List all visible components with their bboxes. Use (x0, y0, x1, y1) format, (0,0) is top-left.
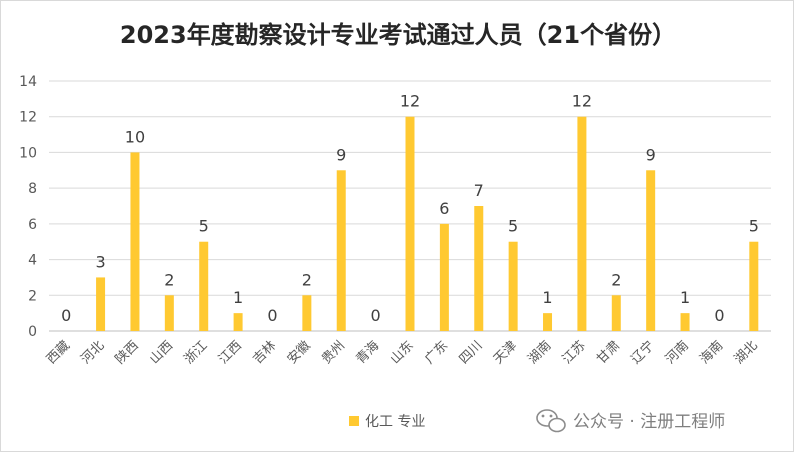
y-tick-label: 2 (28, 288, 37, 304)
x-category-label: 山东 (388, 338, 417, 367)
bar-17 (611, 295, 621, 331)
bar-2 (96, 277, 106, 331)
watermark: 公众号 · 注册工程师 (536, 409, 725, 433)
x-category-label: 山西 (147, 338, 176, 367)
x-category-label: 海南 (697, 338, 727, 368)
data-label: 2 (164, 270, 174, 289)
data-label: 0 (267, 306, 277, 325)
watermark-text: 公众号 · 注册工程师 (573, 412, 725, 432)
chart-title: 2023年度勘察设计专业考试通过人员（21个省份） (119, 21, 677, 49)
x-category-label: 青海 (353, 338, 382, 367)
x-axis-categories: 西藏 河北 陕西 山西 浙江 江西 吉林 安徽 贵州 青海 山东 广东 四川 天津 湖南 江苏 甘肃 辽宁 河南 海南… (44, 338, 761, 368)
bar-9 (336, 170, 346, 331)
bar-3 (130, 152, 140, 331)
x-category-label: 湖北 (732, 338, 761, 367)
x-category-label: 陕西 (113, 338, 142, 367)
x-category-label: 江苏 (559, 338, 589, 368)
data-label: 12 (572, 92, 592, 111)
data-label: 1 (680, 288, 690, 307)
x-category-label: 贵州 (319, 338, 348, 367)
x-category-label: 湖南 (525, 338, 555, 368)
x-category-label: 西藏 (44, 338, 73, 367)
legend: 化工 专业 (349, 414, 425, 430)
data-label: 5 (199, 217, 209, 236)
x-category-label: 广东 (422, 338, 451, 367)
bar-11 (405, 116, 415, 331)
data-label: 9 (646, 145, 656, 164)
bar-15 (543, 313, 553, 331)
bar-19 (680, 313, 690, 331)
y-tick-label: 10 (19, 145, 37, 161)
legend-swatch (349, 416, 359, 426)
wechat-icon (536, 409, 566, 433)
x-category-label: 河南 (662, 338, 692, 368)
y-tick-label: 4 (28, 253, 37, 269)
legend-label: 化工 专业 (365, 414, 425, 430)
bar-12 (439, 223, 449, 331)
y-tick-label: 8 (28, 181, 37, 197)
bar-6 (233, 313, 243, 331)
data-label: 2 (611, 270, 621, 289)
x-category-label: 浙江 (182, 338, 211, 367)
bar-21 (749, 241, 759, 331)
data-label: 2 (302, 270, 312, 289)
data-label: 0 (61, 306, 71, 325)
bar-18 (646, 170, 656, 331)
x-category-label: 甘肃 (594, 338, 623, 367)
data-label: 9 (336, 145, 346, 164)
data-label: 0 (371, 306, 381, 325)
bars (96, 116, 759, 331)
x-category-label: 四川 (457, 338, 486, 367)
x-category-label: 安徽 (285, 338, 314, 367)
bar-13 (474, 206, 484, 331)
x-category-label: 江西 (216, 338, 245, 367)
y-tick-label: 6 (28, 217, 37, 233)
bar-5 (199, 241, 209, 331)
data-label: 0 (714, 306, 724, 325)
data-label: 6 (439, 199, 449, 218)
data-label: 3 (95, 252, 105, 271)
data-label: 5 (508, 217, 518, 236)
x-category-label: 辽宁 (628, 338, 658, 368)
bar-4 (164, 295, 174, 331)
bar-8 (302, 295, 312, 331)
data-label: 5 (749, 217, 759, 236)
y-tick-label: 12 (19, 110, 37, 126)
data-label: 1 (233, 288, 243, 307)
y-axis-ticks: 0 2 4 6 8 10 12 14 (19, 74, 37, 340)
bar-14 (508, 241, 518, 331)
y-tick-label: 0 (28, 324, 37, 340)
data-label: 7 (474, 181, 484, 200)
x-category-label: 吉林 (250, 338, 279, 367)
y-tick-label: 14 (19, 74, 37, 90)
data-label: 1 (542, 288, 552, 307)
x-category-label: 天津 (491, 338, 520, 367)
bar-16 (577, 116, 587, 331)
data-label: 10 (125, 127, 145, 146)
data-label: 12 (400, 92, 420, 111)
x-category-label: 河北 (78, 338, 107, 367)
